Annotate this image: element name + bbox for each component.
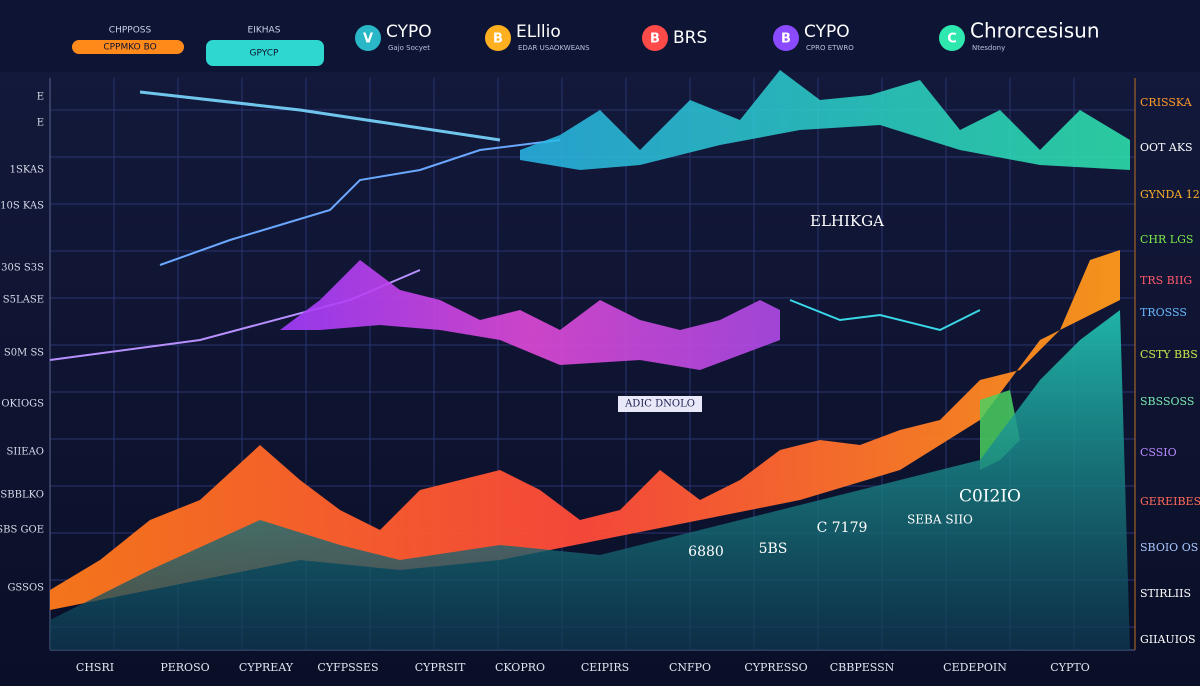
brand-icon-text: B <box>493 32 503 47</box>
annotation: ADIC DNOLO <box>624 399 695 410</box>
annotation: C0I2IO <box>959 487 1021 507</box>
right-label: CSSIO <box>1140 446 1177 459</box>
left-label: SBS GOE <box>0 525 44 536</box>
button-caption: CHPPOSS <box>109 26 152 36</box>
brand-name: ELllio <box>516 22 561 42</box>
brand-icon-text: C <box>947 32 957 47</box>
left-label: OKIOGS <box>1 399 44 410</box>
bottom-label: CYPTO <box>1050 661 1089 674</box>
annotation: C 7179 <box>817 520 868 536</box>
brand-icon <box>642 25 668 51</box>
annotation-box <box>618 396 702 412</box>
brand-icon <box>939 25 965 51</box>
left-label: SBBLKO <box>0 490 44 501</box>
button-label: CPPMKO BO <box>103 43 156 53</box>
area-series <box>50 250 1120 610</box>
button-caption: EIKHAS <box>248 26 281 36</box>
right-label: CHR LGS <box>1140 233 1193 246</box>
bottom-label: CNFPO <box>669 661 711 674</box>
bottom-label: CYPRSIT <box>415 661 466 674</box>
brand-sub: CPRO ETWRO <box>806 44 854 52</box>
left-label: E <box>37 118 44 129</box>
bottom-label: CEDEPOIN <box>943 661 1007 674</box>
left-label: E <box>37 92 44 103</box>
brand-name: Chrorcesisun <box>970 19 1100 43</box>
button[interactable] <box>72 40 184 54</box>
brand-icon-text: B <box>781 32 791 47</box>
price-line <box>789 299 981 332</box>
left-label: 10S KAS <box>0 201 44 212</box>
left-label: GSSOS <box>7 583 44 594</box>
trend-line <box>139 90 501 142</box>
right-label: TRS BIIG <box>1140 274 1192 287</box>
brand-name: BRS <box>673 28 707 48</box>
price-line <box>159 139 561 266</box>
annotation: ELHIKGA <box>810 212 884 230</box>
left-label: S0M SS <box>4 348 44 359</box>
brand-icon <box>773 25 799 51</box>
brand-icon-text: B <box>650 32 660 47</box>
brand-name: CYPO <box>804 22 850 42</box>
area-series <box>50 310 1130 650</box>
bottom-label: PEROSO <box>160 661 209 674</box>
bottom-label: CHSRI <box>76 661 114 674</box>
left-label: S5LASE <box>3 295 44 306</box>
right-label: CRISSKA <box>1140 96 1193 109</box>
bottom-label: CYPRESSO <box>744 661 807 674</box>
bottom-label: CEIPIRS <box>581 661 629 674</box>
right-label: CSTY BBS <box>1140 348 1198 361</box>
left-label: 30S S3S <box>1 263 44 274</box>
button[interactable] <box>206 40 324 66</box>
header-bar <box>0 0 1200 72</box>
bottom-label: CYPREAY <box>239 661 294 674</box>
brand-sub: EDAR USAOKWEANS <box>518 44 590 52</box>
bottom-label: CBBPESSN <box>830 661 895 674</box>
left-label: SIIEAO <box>7 447 44 458</box>
left-label: 1SKAS <box>10 165 45 176</box>
brand-icon-text: V <box>363 32 373 47</box>
annotation: 6880 <box>688 544 724 560</box>
right-label: SBOIO OS <box>1140 541 1198 554</box>
brand-name: CYPO <box>386 22 432 42</box>
right-label: GEREIBES <box>1140 495 1200 508</box>
right-label: TROSSS <box>1140 306 1187 319</box>
right-label: GIIAUIOS <box>1140 633 1196 646</box>
annotation: 5BS <box>759 541 788 557</box>
button-label: GPYCP <box>250 49 279 59</box>
bottom-label: CKOPRO <box>495 661 545 674</box>
area-series <box>280 260 780 370</box>
bottom-label: CYFPSSES <box>317 661 378 674</box>
right-label: STIRLIIS <box>1140 587 1191 600</box>
brand-icon <box>485 25 511 51</box>
brand-icon <box>355 25 381 51</box>
right-label: GYNDA 12 <box>1140 188 1200 201</box>
annotation: SEBA SIIO <box>907 513 973 527</box>
right-label: SBSSOSS <box>1140 395 1194 408</box>
brand-sub: Ntesdony <box>972 44 1005 52</box>
area-series <box>520 70 1130 170</box>
brand-sub: Gajo Socyet <box>388 44 430 52</box>
right-label: OOT AKS <box>1140 141 1193 154</box>
